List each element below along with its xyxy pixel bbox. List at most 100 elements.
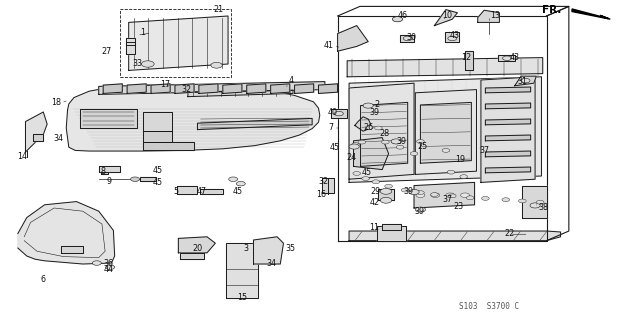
Polygon shape [177,186,197,194]
Text: 12: 12 [461,53,471,62]
Polygon shape [99,82,325,94]
Circle shape [391,139,401,144]
Text: 37: 37 [442,195,452,204]
Polygon shape [33,134,43,141]
Circle shape [380,197,392,203]
Text: 31: 31 [517,77,527,86]
Polygon shape [294,84,313,93]
Text: 43: 43 [450,31,460,40]
Polygon shape [349,83,414,179]
Text: 45: 45 [330,143,340,152]
Text: 19: 19 [455,156,465,164]
Polygon shape [200,189,223,194]
Polygon shape [140,177,156,181]
Text: 34: 34 [54,134,64,143]
Text: 5: 5 [173,188,178,196]
Circle shape [530,203,540,208]
Polygon shape [485,119,531,125]
Circle shape [375,126,382,130]
Polygon shape [434,10,457,26]
Text: 42: 42 [369,198,380,207]
Polygon shape [415,90,476,174]
Circle shape [401,188,409,192]
Text: 25: 25 [418,142,428,151]
Circle shape [131,177,140,181]
Text: 14: 14 [17,152,27,161]
Text: 13: 13 [490,12,501,20]
Text: 4: 4 [289,76,294,85]
Circle shape [431,193,438,196]
Polygon shape [188,90,293,97]
Circle shape [229,177,238,181]
Polygon shape [485,103,531,109]
Circle shape [431,193,440,197]
Polygon shape [126,42,135,54]
Circle shape [448,194,456,198]
Text: 39: 39 [369,108,380,117]
Circle shape [417,191,424,195]
Polygon shape [175,84,194,93]
Text: 10: 10 [442,12,452,20]
Circle shape [334,111,343,116]
Text: 26: 26 [363,124,373,132]
Bar [120,9,231,77]
Text: FR.: FR. [543,4,562,15]
Text: 22: 22 [505,229,515,238]
Polygon shape [127,84,147,93]
Circle shape [447,170,455,174]
Circle shape [448,36,457,41]
Circle shape [353,172,361,175]
Polygon shape [465,51,473,70]
Polygon shape [485,151,531,157]
Text: 45: 45 [362,168,372,177]
Circle shape [521,78,530,83]
Circle shape [415,207,426,212]
Polygon shape [414,182,475,208]
Polygon shape [485,87,531,93]
Circle shape [358,140,366,144]
Circle shape [410,152,418,156]
Circle shape [391,140,399,143]
Circle shape [385,184,392,188]
Circle shape [442,148,450,152]
Circle shape [352,143,359,147]
Circle shape [349,144,359,149]
Polygon shape [151,84,170,93]
Text: 23: 23 [454,202,464,211]
Text: 7: 7 [329,124,334,132]
Circle shape [363,103,373,108]
Polygon shape [378,189,394,200]
Circle shape [141,61,154,67]
Text: 39: 39 [396,137,406,146]
Text: 6: 6 [41,275,46,284]
Circle shape [92,261,101,265]
Circle shape [403,36,412,41]
Circle shape [461,193,469,197]
Text: 3: 3 [243,244,248,253]
Polygon shape [180,253,204,259]
Circle shape [446,193,455,197]
Text: 15: 15 [237,293,247,302]
Polygon shape [178,237,215,253]
Polygon shape [481,77,535,182]
Polygon shape [143,142,194,150]
Text: 39: 39 [414,207,424,216]
Text: 30: 30 [406,33,417,42]
Circle shape [466,196,474,200]
Polygon shape [99,166,120,172]
Circle shape [362,177,369,180]
Text: 45: 45 [153,178,163,187]
Polygon shape [223,84,242,93]
Polygon shape [338,26,368,51]
Polygon shape [478,10,499,22]
Polygon shape [400,35,414,42]
Polygon shape [101,172,108,174]
Text: S103  S3700 C: S103 S3700 C [459,302,519,311]
Polygon shape [318,84,338,93]
Polygon shape [322,178,334,193]
Text: 27: 27 [101,47,111,56]
Text: 20: 20 [192,244,203,253]
Text: 17: 17 [161,80,171,89]
Polygon shape [445,32,459,42]
Text: 45: 45 [233,188,243,196]
